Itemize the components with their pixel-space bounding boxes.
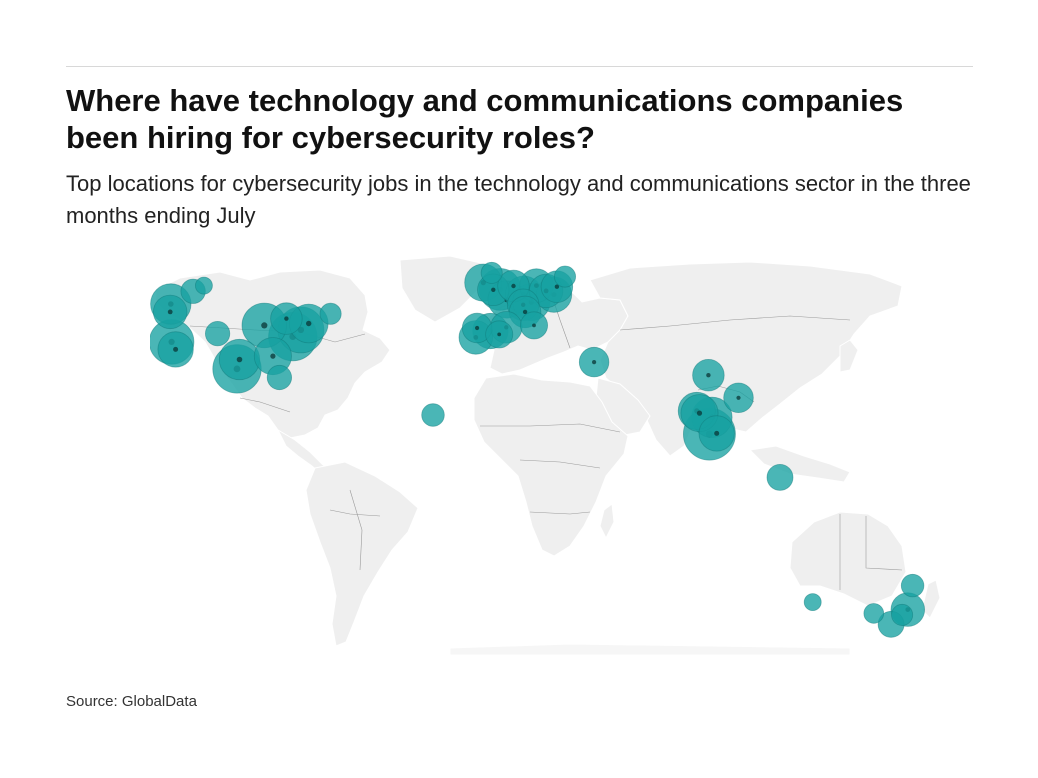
border-south-america-west bbox=[329, 509, 381, 517]
border-africa-central bbox=[519, 459, 601, 469]
border-africa-sahel bbox=[480, 423, 621, 433]
location-bubble-core bbox=[167, 309, 173, 315]
chart-title: Where have technology and communications… bbox=[66, 83, 904, 155]
border-south-america-east bbox=[349, 489, 363, 571]
location-bubble bbox=[319, 302, 342, 325]
location-bubble bbox=[863, 603, 885, 624]
location-bubble bbox=[766, 463, 794, 491]
border-africa-south bbox=[529, 511, 591, 515]
location-bubble bbox=[204, 321, 231, 347]
location-bubble bbox=[480, 261, 503, 284]
land-south-america bbox=[305, 461, 419, 647]
location-bubble-core bbox=[706, 373, 711, 378]
location-bubble-core bbox=[270, 353, 276, 359]
location-bubble-core bbox=[592, 360, 597, 365]
location-bubble-core bbox=[261, 322, 268, 329]
land-australia bbox=[789, 511, 907, 607]
land-madagascar bbox=[599, 503, 615, 540]
location-bubble-core bbox=[736, 395, 741, 400]
border-usa-mexico bbox=[239, 397, 291, 413]
location-bubble-core bbox=[511, 283, 516, 289]
bubbles-layer bbox=[150, 261, 925, 638]
location-bubble-core bbox=[236, 356, 243, 363]
location-bubble-core bbox=[532, 323, 536, 328]
location-bubble bbox=[195, 276, 213, 295]
location-bubble bbox=[421, 403, 445, 427]
world-map bbox=[150, 250, 980, 655]
location-bubble-core bbox=[554, 284, 560, 289]
location-bubble-core bbox=[714, 430, 720, 436]
top-divider bbox=[66, 66, 973, 67]
location-bubble bbox=[900, 573, 925, 598]
source-note: Source: GlobalData bbox=[66, 693, 197, 710]
chart-subtitle: Top locations for cybersecurity jobs in … bbox=[66, 171, 971, 228]
location-bubble-core bbox=[306, 320, 312, 327]
land-southeast-asia-islands bbox=[748, 445, 851, 483]
location-bubble-core bbox=[491, 287, 496, 292]
land-greenland bbox=[399, 255, 486, 323]
location-bubble bbox=[803, 593, 822, 612]
location-bubble bbox=[891, 603, 914, 626]
location-bubble-core bbox=[522, 309, 528, 315]
land-antarctica-edge bbox=[449, 643, 851, 655]
location-bubble-core bbox=[284, 316, 289, 321]
border-australia-east bbox=[865, 516, 903, 571]
location-bubble-core bbox=[475, 325, 480, 331]
location-bubble-core bbox=[696, 410, 703, 416]
location-bubble bbox=[266, 364, 292, 391]
location-bubble bbox=[553, 265, 576, 288]
world-map-svg bbox=[150, 255, 941, 655]
land-japan bbox=[839, 339, 859, 373]
location-bubble-core bbox=[173, 346, 179, 352]
land-africa bbox=[473, 373, 629, 557]
location-bubble-core bbox=[497, 332, 502, 337]
border-russia-south bbox=[619, 315, 851, 331]
